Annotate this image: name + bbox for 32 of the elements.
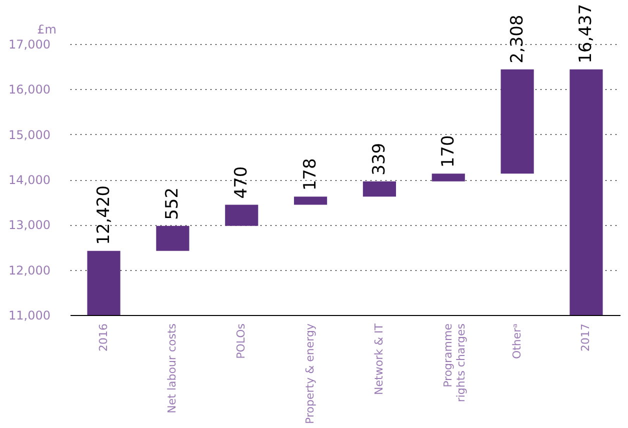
bar	[500, 69, 534, 174]
y-tick-label: 13,000	[8, 218, 50, 232]
bar	[156, 226, 190, 251]
x-tick-label: Net labour costs	[166, 323, 179, 414]
y-tick-label: 17,000	[8, 38, 50, 52]
data-label: 170	[438, 135, 458, 168]
x-tick-label: 2017	[579, 324, 592, 352]
y-tick-label: 12,000	[8, 263, 50, 278]
x-tick-label: Network & IT	[372, 323, 386, 395]
y-tick-label: 15,000	[8, 128, 50, 142]
y-tick-label: 11,000	[8, 308, 50, 322]
data-label: 552	[162, 187, 183, 220]
data-label: 12,420	[94, 185, 114, 245]
data-label: 2,308	[507, 14, 528, 64]
x-tick-label: 2016	[96, 324, 110, 352]
x-tick-label: Otherᵃ	[510, 324, 524, 360]
data-label: 16,437	[576, 4, 596, 64]
bar	[87, 250, 120, 315]
x-tick-label: Property & energy	[304, 323, 317, 424]
x-tick-label: Programme rights charges	[441, 323, 468, 402]
y-tick-label: 14,000	[8, 173, 50, 187]
data-label: 470	[232, 166, 252, 199]
bar	[362, 181, 396, 197]
y-axis-title: £m	[37, 22, 56, 36]
bar	[294, 196, 328, 205]
data-label: 339	[369, 142, 390, 176]
data-label: 178	[300, 158, 321, 191]
bar	[432, 174, 465, 182]
y-tick-label: 16,000	[8, 82, 50, 97]
x-tick-label: POLOs	[234, 323, 248, 359]
bar	[225, 204, 258, 226]
bar	[570, 69, 603, 315]
